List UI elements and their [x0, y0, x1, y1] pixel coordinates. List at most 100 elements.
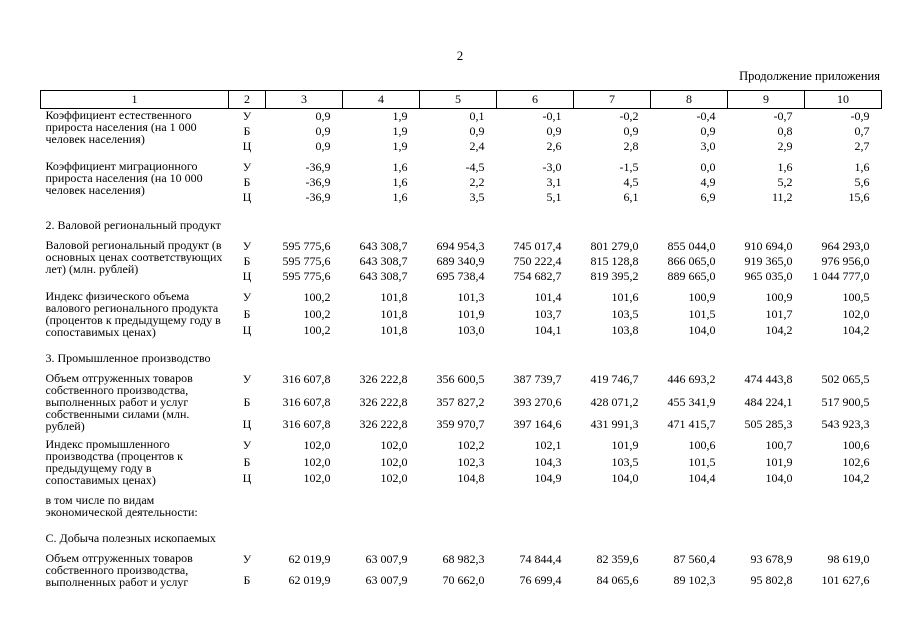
value-cell: 63 007,9 [365, 552, 408, 566]
value-cell: 964 293,0 [821, 239, 870, 253]
value-cell: 104,2 [842, 471, 870, 485]
value-cell: 103,0 [457, 323, 485, 337]
value-cell: 2,6 [546, 139, 562, 153]
value-cell: 101,5 [688, 306, 716, 321]
value-cell: 63 007,9 [365, 573, 408, 587]
value-cell: 102,1 [534, 438, 562, 452]
variant-letter: У [242, 552, 252, 566]
variant-letter: Ц [242, 139, 252, 153]
value-cell: 104,8 [457, 471, 485, 485]
value-cell: 694 954,3 [436, 239, 485, 253]
value-cell: 6,1 [623, 190, 639, 204]
value-cell: 359 970,7 [436, 417, 485, 431]
value-cell: 100,9 [765, 290, 793, 304]
table-row: Объем отгруженных товаров собственного п… [41, 552, 882, 588]
value-cell: 428 071,2 [590, 394, 639, 409]
value-cell: 919 365,0 [744, 254, 793, 268]
value-cell: 0,9 [315, 109, 331, 123]
value-cell: 62 019,9 [288, 552, 331, 566]
value-cell: 104,9 [534, 471, 562, 485]
value-cell: 104,1 [534, 323, 562, 337]
value-cell: 100,7 [765, 438, 793, 452]
value-cell: 643 308,7 [359, 239, 408, 253]
value-cell: 15,6 [848, 190, 870, 204]
value-cell: 505 285,3 [744, 417, 793, 431]
value-cell: 3,5 [469, 190, 485, 204]
value-cell: 101,3 [457, 290, 485, 304]
value-cell: 517 900,5 [821, 394, 870, 409]
value-cell: 502 065,5 [821, 372, 870, 386]
table-row: Ц 100,2 101,8 103,0 104,1 103,8 104,0 104,2 104,… [41, 322, 882, 338]
indicator-label: Валовой региональный продукт (в основных… [45, 238, 223, 276]
value-cell: 484 224,1 [744, 394, 793, 409]
variant-letter: Б [243, 124, 251, 138]
value-cell: 643 308,7 [359, 269, 408, 283]
value-cell: -0,1 [542, 109, 562, 123]
table-row: Б 100,2 101,8 101,9 103,7 103,5 101,5 101,7 102,… [41, 306, 882, 322]
value-cell: 1,9 [392, 139, 408, 153]
indicator-label: Коэффициент естественного прироста насел… [45, 108, 197, 146]
value-cell: 102,2 [457, 438, 485, 452]
document-page: 2 Продолжение приложения 1 2 3 4 5 6 7 8… [40, 48, 882, 594]
value-cell: 910 694,0 [744, 239, 793, 253]
value-cell: 102,0 [380, 454, 408, 469]
table-row: Ц 316 607,8 326 222,8 359 970,7 397 164,6 431… [41, 412, 882, 432]
variant-letter: У [242, 372, 252, 386]
statistics-table: 1 2 3 4 5 6 7 8 9 10 Коэффициент естеств… [40, 90, 882, 594]
value-cell: 855 044,0 [667, 239, 716, 253]
value-cell: 5,1 [546, 190, 562, 204]
value-cell: 102,0 [303, 438, 331, 452]
value-cell: 643 308,7 [359, 254, 408, 268]
value-cell: 431 991,3 [590, 417, 639, 431]
header-cell-6: 6 [496, 90, 574, 109]
note-row: в том числе по видам экономической деяте… [41, 492, 882, 524]
value-cell: 5,6 [854, 175, 870, 189]
value-cell: 1,6 [777, 160, 793, 174]
header-cell-8: 8 [650, 90, 728, 109]
section-heading: 2. Валовой региональный продукт [45, 218, 221, 232]
value-cell: 100,6 [688, 438, 716, 452]
variant-letter: Б [243, 175, 251, 189]
variant-letter: Ц [242, 269, 252, 283]
value-cell: 326 222,8 [359, 417, 408, 431]
value-cell: 0,9 [469, 124, 485, 138]
value-cell: -0,9 [850, 109, 870, 123]
value-cell: 102,3 [457, 454, 485, 469]
table-row: Ц 102,0 102,0 104,8 104,9 104,0 104,4 104,0 104,… [41, 470, 882, 486]
header-cell-3: 3 [265, 90, 343, 109]
value-cell: 101,5 [688, 454, 716, 469]
value-cell: 82 359,6 [596, 552, 639, 566]
value-cell: 100,5 [842, 290, 870, 304]
value-cell: 2,4 [469, 139, 485, 153]
value-cell: 0,7 [854, 124, 870, 138]
value-cell: 102,6 [842, 454, 870, 469]
value-cell: 393 270,6 [513, 394, 562, 409]
value-cell: 101,9 [611, 438, 639, 452]
value-cell: 976 956,0 [821, 254, 870, 268]
value-cell: 0,9 [700, 124, 716, 138]
value-cell: 5,2 [777, 175, 793, 189]
value-cell: 4,5 [623, 175, 639, 189]
value-cell: 745 017,4 [513, 239, 562, 253]
value-cell: 3,0 [700, 139, 716, 153]
variant-letter: Б [243, 306, 251, 321]
value-cell: 104,2 [842, 323, 870, 337]
value-cell: 0,9 [315, 124, 331, 138]
value-cell: 102,0 [842, 306, 870, 321]
value-cell: 0,9 [623, 124, 639, 138]
value-cell: 754 682,7 [513, 269, 562, 283]
value-cell: 2,2 [469, 175, 485, 189]
table-row: Б 0,9 1,9 0,9 0,9 0,9 0,9 0,8 0,7 [41, 124, 882, 139]
table-row: Валовой региональный продукт (в основных… [41, 239, 882, 275]
value-cell: -4,5 [465, 160, 485, 174]
header-cell-9: 9 [727, 90, 805, 109]
value-cell: 750 222,4 [513, 254, 562, 268]
value-cell: -36,9 [305, 190, 331, 204]
header-cell-10: 10 [804, 90, 882, 109]
value-cell: 76 699,4 [519, 573, 562, 587]
value-cell: 11,2 [771, 190, 793, 204]
value-cell: 866 065,0 [667, 254, 716, 268]
value-cell: 102,0 [303, 471, 331, 485]
value-cell: 103,5 [611, 306, 639, 321]
value-cell: 397 164,6 [513, 417, 562, 431]
